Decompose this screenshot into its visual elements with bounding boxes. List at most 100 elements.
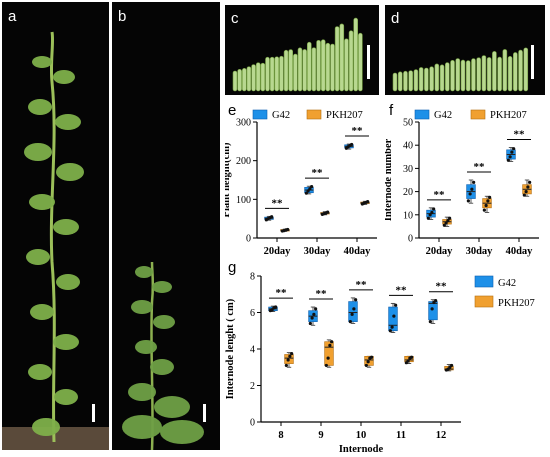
data-point — [432, 207, 436, 211]
chart-internode-number: 0 10 20 30 40 50 20day 30day 40day Internode numb… — [385, 109, 539, 257]
data-point — [286, 358, 290, 362]
data-point — [528, 180, 532, 184]
y-tick-label: 50 — [403, 118, 413, 129]
panel-label-b: b — [118, 8, 127, 25]
scale-bar-d — [531, 45, 534, 79]
y-tick-label: 8 — [250, 272, 255, 283]
internode-photo-d — [392, 47, 529, 92]
data-point — [524, 190, 528, 194]
data-point — [328, 343, 332, 347]
stem-shape — [408, 70, 413, 92]
significance-label: ** — [276, 287, 288, 299]
x-tick-label: 11 — [396, 430, 406, 441]
y-tick-label: 0 — [408, 234, 413, 245]
y-tick-label: 20 — [403, 187, 413, 198]
data-point — [350, 142, 354, 147]
x-tick-label: 30day — [466, 246, 494, 257]
y-tick-label: 6 — [250, 308, 255, 319]
data-point — [426, 216, 430, 220]
stem-shape — [339, 23, 345, 92]
data-point — [484, 203, 488, 208]
photo-panel-c — [225, 5, 379, 95]
panel-label-g: g — [228, 259, 237, 276]
photo-panel-a — [2, 2, 109, 450]
photo-panel-d — [385, 5, 545, 95]
data-point — [506, 158, 510, 162]
x-tick-label: 8 — [278, 430, 283, 441]
chart-internode-length: 0 2 4 6 8 8 9 10 11 12 Internode lenght ( cm) Inter… — [225, 272, 535, 456]
stem-shape — [288, 49, 294, 92]
x-tick-label: 20day — [426, 246, 454, 257]
y-tick-label: 300 — [236, 118, 251, 129]
stem-shape — [265, 56, 270, 92]
data-point — [526, 185, 530, 189]
stem-shape — [397, 71, 403, 92]
x-tick-label: 10 — [356, 430, 367, 441]
stem-shape — [237, 68, 242, 92]
y-tick-label: 40 — [403, 141, 413, 152]
legend-swatch-pkh207 — [306, 109, 322, 120]
plant-photo-b — [122, 261, 204, 450]
y-axis-label: Internode number — [385, 138, 394, 221]
box-g42 — [348, 301, 358, 322]
scale-bar-a — [92, 404, 95, 422]
stem-shape — [358, 32, 363, 92]
stem-shape — [348, 30, 354, 92]
data-point — [290, 351, 294, 356]
stem-shape — [260, 62, 266, 92]
data-point — [308, 321, 312, 326]
data-point — [310, 184, 314, 189]
stem-shape — [518, 49, 523, 92]
plant-photo-a — [2, 31, 109, 450]
data-point — [394, 303, 398, 307]
legend-swatch-g42 — [252, 109, 268, 120]
x-tick-label: 12 — [436, 430, 447, 441]
data-point — [430, 307, 434, 311]
data-point — [270, 215, 274, 219]
data-point — [370, 355, 374, 359]
panel-label-f: f — [389, 102, 394, 119]
data-point — [510, 150, 514, 154]
stem-shape — [492, 51, 497, 92]
stem-shape — [293, 53, 298, 92]
data-point — [512, 147, 516, 151]
stem-shape — [325, 42, 331, 92]
data-point — [466, 199, 470, 203]
y-axis-label: Plant height(cm) — [225, 142, 232, 217]
legend-label-pkh207: PKH207 — [326, 110, 363, 121]
data-point — [326, 210, 330, 214]
stem-shape — [497, 56, 502, 92]
significance-label: ** — [434, 189, 446, 201]
y-axis-label: Internode lenght ( cm) — [225, 298, 236, 399]
stem-shape — [434, 63, 440, 92]
y-tick-label: 0 — [246, 234, 251, 245]
stem-shape — [476, 57, 481, 92]
data-point — [482, 208, 486, 212]
stem-shape — [251, 64, 256, 92]
internode-photo-c — [232, 17, 363, 92]
stem-shape — [274, 56, 280, 92]
stem-shape — [507, 56, 513, 92]
data-point — [308, 187, 312, 191]
data-point — [310, 316, 314, 320]
stem-shape — [403, 70, 408, 92]
data-point — [324, 363, 328, 368]
stem-shape — [460, 59, 466, 92]
data-point — [434, 299, 438, 303]
stem-shape — [450, 60, 455, 92]
stem-shape — [445, 62, 450, 92]
data-point — [488, 195, 492, 199]
x-tick-label: 20day — [264, 246, 292, 257]
y-tick-label: 30 — [403, 164, 413, 175]
y-tick-label: 0 — [250, 418, 255, 429]
x-tick-label: 40day — [344, 246, 372, 257]
data-point — [312, 312, 316, 316]
y-tick-label: 10 — [403, 210, 413, 221]
data-point — [522, 193, 526, 197]
data-point — [390, 325, 394, 329]
significance-label: ** — [352, 125, 364, 137]
data-point — [304, 191, 308, 195]
x-tick-label: 40day — [506, 246, 534, 257]
legend-swatch-pkh207 — [474, 295, 494, 308]
stem-shape — [306, 41, 312, 92]
